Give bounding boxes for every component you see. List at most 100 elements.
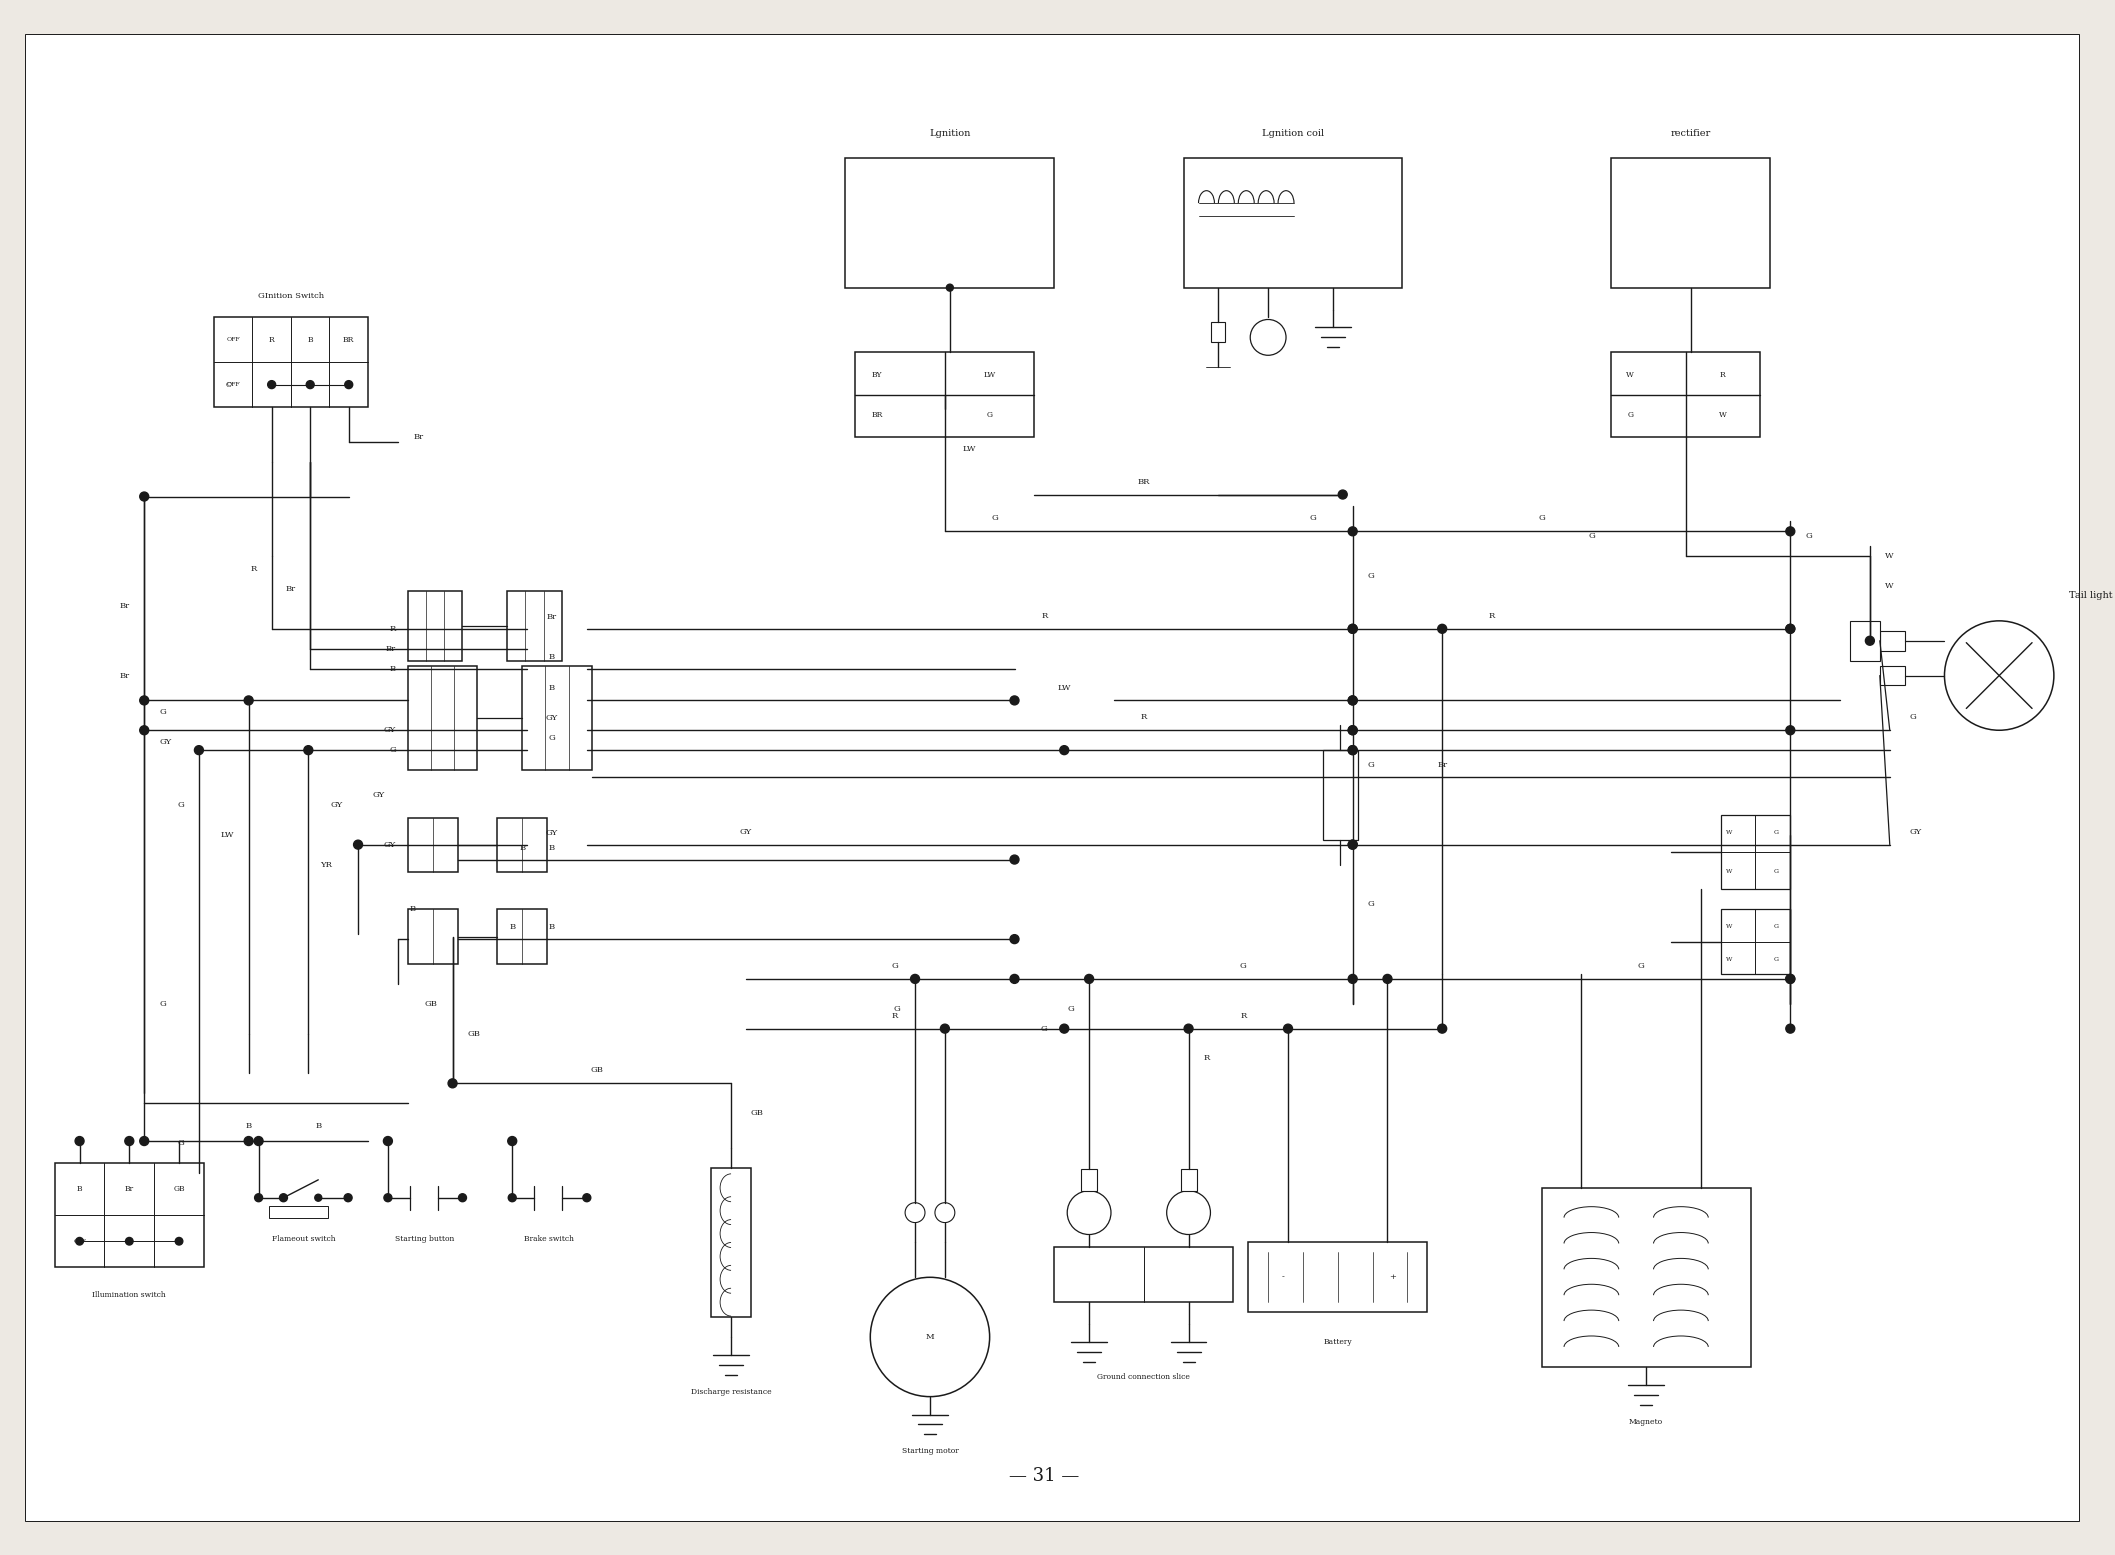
Text: Br: Br <box>412 432 423 442</box>
Circle shape <box>315 1194 321 1200</box>
Circle shape <box>1347 840 1358 849</box>
Bar <box>1851 620 1880 661</box>
Text: Illumination switch: Illumination switch <box>93 1291 167 1298</box>
Text: G: G <box>159 1000 165 1008</box>
Bar <box>1880 631 1906 650</box>
Text: GB: GB <box>751 1109 764 1116</box>
Bar <box>1612 353 1760 437</box>
Text: G: G <box>1806 532 1813 540</box>
Circle shape <box>195 746 203 754</box>
Circle shape <box>1785 1025 1796 1033</box>
Text: Tail light: Tail light <box>2068 591 2113 600</box>
Text: BR: BR <box>343 336 355 344</box>
Text: G: G <box>159 709 165 717</box>
Circle shape <box>76 1137 85 1146</box>
Bar <box>1212 322 1225 342</box>
Text: G: G <box>1910 714 1916 722</box>
Bar <box>1184 159 1402 288</box>
Text: OFF: OFF <box>74 1239 87 1244</box>
Text: R: R <box>269 336 275 344</box>
Text: G: G <box>1239 963 1246 970</box>
Text: +: + <box>1390 1274 1396 1281</box>
Text: OFF: OFF <box>226 337 239 342</box>
Circle shape <box>1060 746 1068 754</box>
Text: R: R <box>1239 1012 1246 1020</box>
Circle shape <box>1184 1025 1193 1033</box>
Circle shape <box>1438 1025 1447 1033</box>
Text: R: R <box>1489 611 1495 620</box>
Text: G: G <box>1538 515 1546 522</box>
Circle shape <box>941 1025 950 1033</box>
Bar <box>1180 1169 1197 1191</box>
Bar <box>1722 910 1789 973</box>
Text: -: - <box>1282 1274 1284 1281</box>
Text: W: W <box>1719 411 1726 418</box>
Text: B: B <box>389 664 396 673</box>
Text: G: G <box>1637 963 1645 970</box>
Text: Battery: Battery <box>1324 1337 1351 1347</box>
Circle shape <box>125 1137 133 1146</box>
Text: GY: GY <box>546 714 558 723</box>
Bar <box>1322 750 1358 840</box>
Text: M: M <box>926 1333 935 1340</box>
Bar <box>214 317 368 407</box>
Circle shape <box>1085 975 1093 983</box>
Text: Discharge resistance: Discharge resistance <box>692 1387 772 1396</box>
Circle shape <box>1347 746 1358 754</box>
Circle shape <box>1785 624 1796 633</box>
Text: G: G <box>992 515 998 522</box>
Text: Br: Br <box>118 602 129 610</box>
Text: G: G <box>178 1138 184 1148</box>
Circle shape <box>1011 855 1019 865</box>
Text: LW: LW <box>983 372 996 379</box>
Text: B: B <box>315 1123 321 1130</box>
Text: G: G <box>1774 869 1779 874</box>
Circle shape <box>1284 1025 1292 1033</box>
Text: B: B <box>245 1123 252 1130</box>
Text: Br: Br <box>118 672 129 680</box>
Text: R: R <box>1719 372 1726 379</box>
Text: GY: GY <box>546 829 558 837</box>
Text: G: G <box>178 801 184 809</box>
Text: G: G <box>1368 900 1375 908</box>
Text: BR: BR <box>1138 477 1151 485</box>
Text: B: B <box>550 684 554 692</box>
Circle shape <box>1865 636 1874 645</box>
Text: GY: GY <box>383 726 396 734</box>
Text: B: B <box>550 924 554 931</box>
Circle shape <box>305 746 313 754</box>
Bar <box>55 1163 203 1267</box>
Text: B: B <box>410 905 417 913</box>
Bar <box>1612 159 1770 288</box>
Circle shape <box>508 1137 516 1146</box>
Text: GB: GB <box>425 1000 438 1008</box>
Circle shape <box>140 726 148 734</box>
Bar <box>408 591 463 661</box>
Circle shape <box>279 1194 288 1202</box>
Circle shape <box>385 1194 391 1202</box>
Text: Lgnition: Lgnition <box>928 129 971 138</box>
Circle shape <box>140 697 148 704</box>
Circle shape <box>1347 697 1358 704</box>
Text: G: G <box>1774 830 1779 835</box>
Text: B: B <box>550 844 554 852</box>
Text: W: W <box>1726 830 1732 835</box>
Circle shape <box>1339 490 1347 499</box>
Text: GY: GY <box>1910 827 1923 835</box>
Circle shape <box>254 1137 262 1146</box>
Bar <box>1722 815 1789 889</box>
Text: LW: LW <box>220 830 235 838</box>
Text: Br: Br <box>548 613 556 620</box>
Text: GB: GB <box>467 1029 480 1037</box>
Circle shape <box>584 1194 590 1202</box>
Circle shape <box>140 1137 148 1146</box>
Circle shape <box>1785 975 1796 983</box>
Text: Starting button: Starting button <box>396 1236 455 1244</box>
Bar <box>269 1205 328 1218</box>
Text: Starting motor: Starting motor <box>901 1448 958 1455</box>
Circle shape <box>1785 527 1796 536</box>
Text: Magneto: Magneto <box>1629 1418 1662 1426</box>
Text: G: G <box>893 963 899 970</box>
Text: GY: GY <box>383 841 396 849</box>
Bar <box>522 666 592 770</box>
